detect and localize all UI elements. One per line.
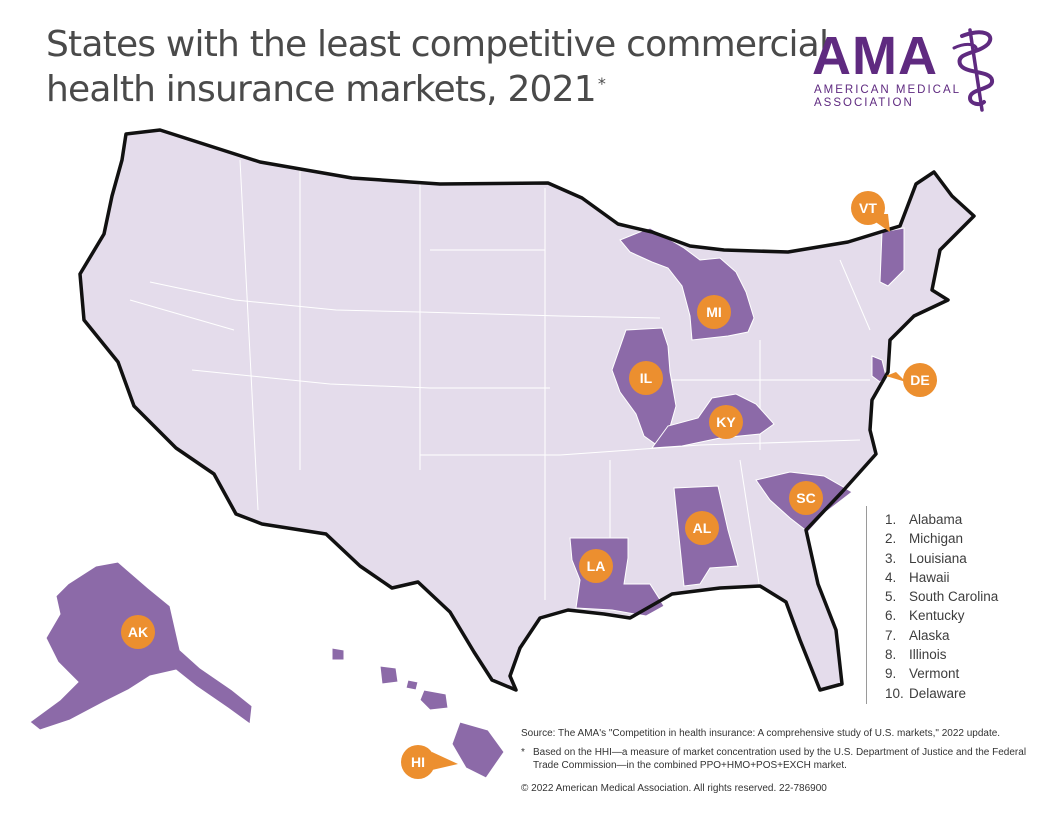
legend-item: 2. Michigan [885, 529, 1036, 548]
callout-de: DE [886, 363, 937, 397]
legend-item: 1. Alabama [885, 510, 1036, 529]
source-notes: Source: The AMA's "Competition in health… [521, 727, 1041, 795]
logo-line-2: ASSOCIATION [814, 97, 914, 109]
legend-state: Louisiana [909, 550, 967, 566]
legend-item: 10. Delaware [885, 684, 1036, 703]
hawaii-big-island [451, 721, 505, 779]
callout-al-circle [685, 511, 719, 545]
callout-hi-circle [401, 745, 435, 779]
hawaii-oahu [379, 665, 399, 685]
callout-de-tail [886, 372, 906, 382]
map-title: States with the least competitive commer… [46, 22, 829, 112]
ama-logo: AMA AMERICAN MEDICAL ASSOCIATION [812, 26, 1012, 118]
callout-il-label: IL [640, 370, 653, 386]
legend-rank: 3. [885, 550, 897, 566]
state-hawaii [331, 647, 505, 779]
title-line-2-text: health insurance markets, 2021 [46, 69, 597, 110]
title-line-1: States with the least competitive commer… [46, 24, 829, 65]
ranking-legend: 1. Alabama 2. Michigan 3. Louisiana 4. Hawai… [866, 506, 1036, 704]
callout-il-circle [629, 361, 663, 395]
hawaii-kauai [331, 647, 345, 661]
legend-state: Alaska [909, 627, 950, 643]
callout-vt: VT [851, 191, 890, 232]
legend-rank: 2. [885, 531, 897, 547]
callout-il: IL [629, 361, 663, 395]
footnote-marker: * [521, 747, 525, 758]
legend-item: 5. South Carolina [885, 587, 1036, 606]
logo-line-1: AMERICAN MEDICAL [814, 84, 962, 96]
legend-rank: 1. [885, 512, 897, 527]
contiguous-us-outline [78, 128, 976, 692]
copyright-text: © 2022 American Medical Association. All… [521, 783, 827, 794]
callout-de-label: DE [910, 372, 929, 388]
title-asterisk: * [597, 74, 606, 93]
legend-state: South Carolina [909, 589, 999, 605]
callout-sc-circle [789, 481, 823, 515]
legend-state: Alabama [909, 512, 963, 527]
callout-ky-circle [709, 405, 743, 439]
legend-state: Delaware [909, 685, 967, 701]
callout-al-label: AL [693, 520, 712, 536]
contiguous-us-land [80, 130, 974, 690]
callout-mi: MI [697, 295, 731, 329]
callout-vt-label: VT [859, 200, 877, 216]
hawaii-islet [405, 679, 419, 691]
legend-item: 7. Alaska [885, 626, 1036, 645]
callout-ak-label: AK [128, 624, 148, 640]
callout-hi-tail [432, 752, 458, 770]
legend-rank: 5. [885, 589, 897, 605]
legend-rank: 6. [885, 608, 897, 624]
legend-item: 4. Hawaii [885, 568, 1036, 587]
footnote: * Based on the HHI—a measure of market c… [521, 746, 1041, 772]
legend-item: 6. Kentucky [885, 606, 1036, 625]
legend-rank: 7. [885, 627, 897, 643]
state-vermont [879, 227, 905, 287]
callout-la-circle [579, 549, 613, 583]
callout-la: LA [579, 549, 613, 583]
legend-state: Michigan [909, 531, 964, 547]
legend-state: Vermont [909, 666, 960, 682]
legend-rank: 10. [885, 685, 904, 701]
callout-al: AL [685, 511, 719, 545]
hawaii-maui [419, 689, 449, 711]
callout-la-label: LA [587, 558, 606, 574]
legend-item: 9. Vermont [885, 664, 1036, 683]
legend-state: Kentucky [909, 608, 965, 624]
callout-sc-label: SC [796, 490, 815, 506]
callout-mi-circle [697, 295, 731, 329]
legend-item: 3. Louisiana [885, 549, 1036, 568]
callout-ak: AK [121, 615, 155, 649]
title-line-2: health insurance markets, 2021 * [46, 67, 828, 112]
state-callouts: VT MI IL KY DE SC AL LA [121, 191, 937, 779]
legend-state: Hawaii [909, 569, 950, 585]
legend-item: 8. Illinois [885, 645, 1036, 664]
contiguous-us [78, 128, 976, 692]
footnote-text: Based on the HHI—a measure of market con… [533, 747, 1027, 771]
logo-wordmark: AMA [812, 26, 938, 86]
legend-rank: 4. [885, 569, 897, 585]
legend-state: Illinois [909, 647, 947, 663]
callout-mi-label: MI [706, 304, 722, 320]
legend-rank: 9. [885, 666, 897, 682]
callout-ky: KY [709, 405, 743, 439]
callout-ky-label: KY [716, 414, 736, 430]
callout-hi-label: HI [411, 754, 425, 770]
callout-ak-circle [121, 615, 155, 649]
caduceus-icon [952, 28, 994, 112]
callout-vt-circle [851, 191, 885, 225]
callout-hi: HI [401, 745, 458, 779]
source-text: Source: The AMA's "Competition in health… [521, 728, 1001, 739]
legend-rank: 8. [885, 647, 897, 663]
callout-sc: SC [789, 481, 823, 515]
callout-de-circle [903, 363, 937, 397]
